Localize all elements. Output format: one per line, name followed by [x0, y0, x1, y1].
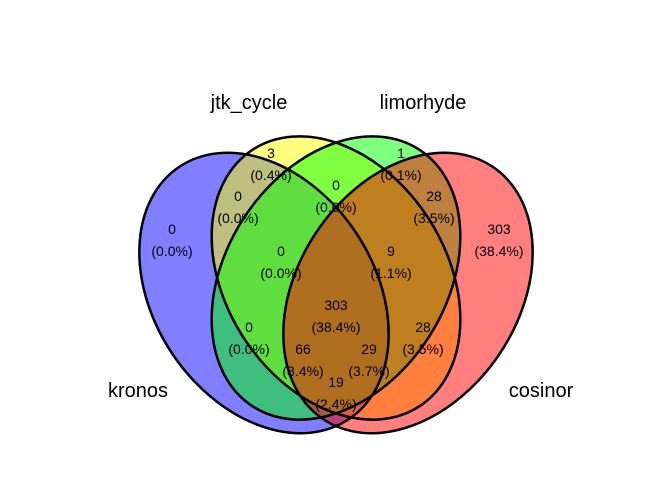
- set-kronos-outline: [138, 151, 390, 435]
- region-cosinor-only-count: 303: [487, 221, 511, 237]
- region-limorhyde-only-percent: (0.1%): [380, 167, 421, 183]
- region-jtk-cosinor-count: 28: [415, 319, 431, 335]
- region-jtk-only-count: 3: [267, 145, 275, 161]
- label-kronos: kronos: [108, 380, 168, 402]
- set-cosinor-ellipse: [283, 152, 533, 434]
- set-jtk-cycle-outline: [210, 135, 462, 421]
- region-jtk-only-percent: (0.4%): [250, 167, 291, 183]
- region-kronos-jtk-count: 0: [234, 188, 242, 204]
- label-jtk-cycle: jtk_cycle: [210, 92, 288, 114]
- region-jtk-limorhyde-count: 0: [332, 177, 340, 193]
- label-limorhyde: limorhyde: [380, 92, 467, 114]
- region-kronos-limorhyde-cosinor-count: 66: [295, 341, 311, 357]
- region-limorhyde-cosinor-count: 28: [426, 188, 442, 204]
- region-limorhyde-only-count: 1: [397, 145, 405, 161]
- region-limorhyde-cosinor-percent: (3.5%): [413, 210, 454, 226]
- region-kronos-jtk-percent: (0.0%): [217, 210, 258, 226]
- region-kronos-only-count: 0: [168, 221, 176, 237]
- region-kronos-jtk-limorhyde-percent: (0.0%): [260, 265, 301, 281]
- region-kronos-cosinor-count: 19: [328, 374, 344, 390]
- region-kronos-limorhyde-percent: (0.0%): [228, 341, 269, 357]
- label-cosinor: cosinor: [509, 380, 574, 402]
- region-jtk-limorhyde-percent: (0.0%): [315, 199, 356, 215]
- region-kronos-limorhyde-count: 0: [245, 319, 253, 335]
- region-jtk-cosinor-percent: (3.5%): [402, 341, 443, 357]
- region-kronos-limorhyde-cosinor-percent: (8.4%): [282, 363, 323, 379]
- region-all-four-count: 303: [324, 297, 348, 313]
- region-jtk-limorhyde-cosinor-count: 9: [387, 243, 395, 259]
- region-all-four-percent: (38.4%): [311, 319, 360, 335]
- region-kronos-jtk-cosinor-count: 29: [361, 341, 377, 357]
- region-kronos-cosinor-percent: (2.4%): [315, 396, 356, 412]
- region-kronos-only-percent: (0.0%): [151, 243, 192, 259]
- region-cosinor-only-percent: (38.4%): [474, 243, 523, 259]
- set-cosinor-outline: [282, 151, 534, 435]
- region-kronos-jtk-cosinor-percent: (3.7%): [348, 363, 389, 379]
- region-jtk-limorhyde-cosinor-percent: (1.1%): [370, 265, 411, 281]
- region-kronos-jtk-limorhyde-count: 0: [277, 243, 285, 259]
- set-limorhyde-outline: [210, 135, 462, 421]
